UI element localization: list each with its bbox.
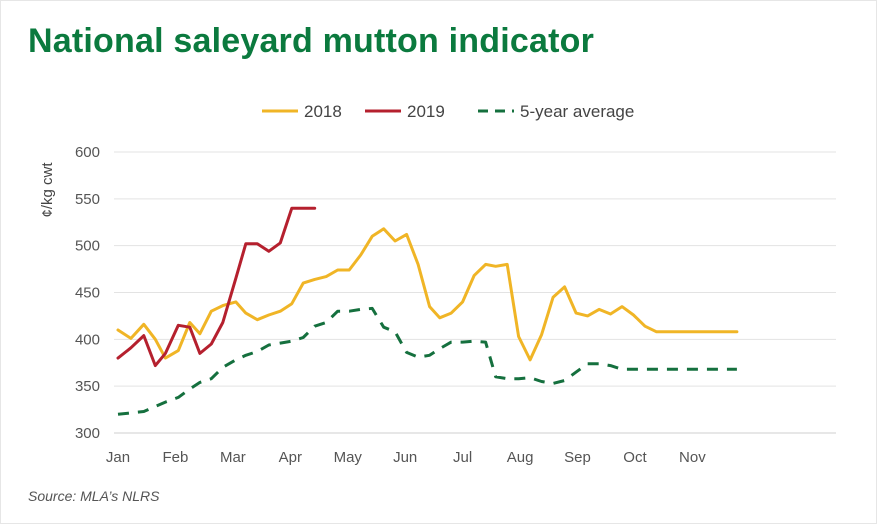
chart-title: National saleyard mutton indicator xyxy=(28,22,595,60)
legend-label-2019: 2019 xyxy=(407,102,445,121)
x-tick-aug: Aug xyxy=(507,449,534,466)
x-tick-jan: Jan xyxy=(106,449,130,466)
y-axis-label: ¢/kg cwt xyxy=(39,162,56,218)
x-tick-may: May xyxy=(334,449,363,466)
x-axis-ticks: Jan Feb Mar Apr May Jun Jul Aug Sep Oct Nov xyxy=(106,449,706,466)
y-tick-550: 550 xyxy=(75,191,100,208)
y-tick-600: 600 xyxy=(75,144,100,161)
y-axis-ticks: 300 350 400 450 500 550 600 xyxy=(75,144,100,442)
x-tick-apr: Apr xyxy=(279,449,302,466)
series-2019 xyxy=(116,206,317,368)
y-tick-300: 300 xyxy=(75,425,100,442)
source-note: Source: MLA’s NLRS xyxy=(28,488,160,504)
legend-label-5-year-average: 5-year average xyxy=(520,102,634,121)
y-tick-350: 350 xyxy=(75,378,100,395)
x-tick-oct: Oct xyxy=(623,449,647,466)
x-tick-mar: Mar xyxy=(220,449,246,466)
series-5-year-average xyxy=(117,306,737,416)
y-tick-400: 400 xyxy=(75,331,100,348)
x-tick-jul: Jul xyxy=(453,449,472,466)
x-tick-sep: Sep xyxy=(564,449,591,466)
gridlines xyxy=(114,151,836,434)
legend: 2018 2019 5-year average xyxy=(262,102,634,121)
x-tick-feb: Feb xyxy=(163,449,189,466)
x-tick-jun: Jun xyxy=(393,449,417,466)
y-tick-450: 450 xyxy=(75,285,100,302)
series-lines xyxy=(116,206,739,416)
x-tick-nov: Nov xyxy=(679,449,706,466)
legend-label-2018: 2018 xyxy=(304,102,342,121)
series-2018 xyxy=(116,227,739,362)
y-tick-500: 500 xyxy=(75,238,100,255)
